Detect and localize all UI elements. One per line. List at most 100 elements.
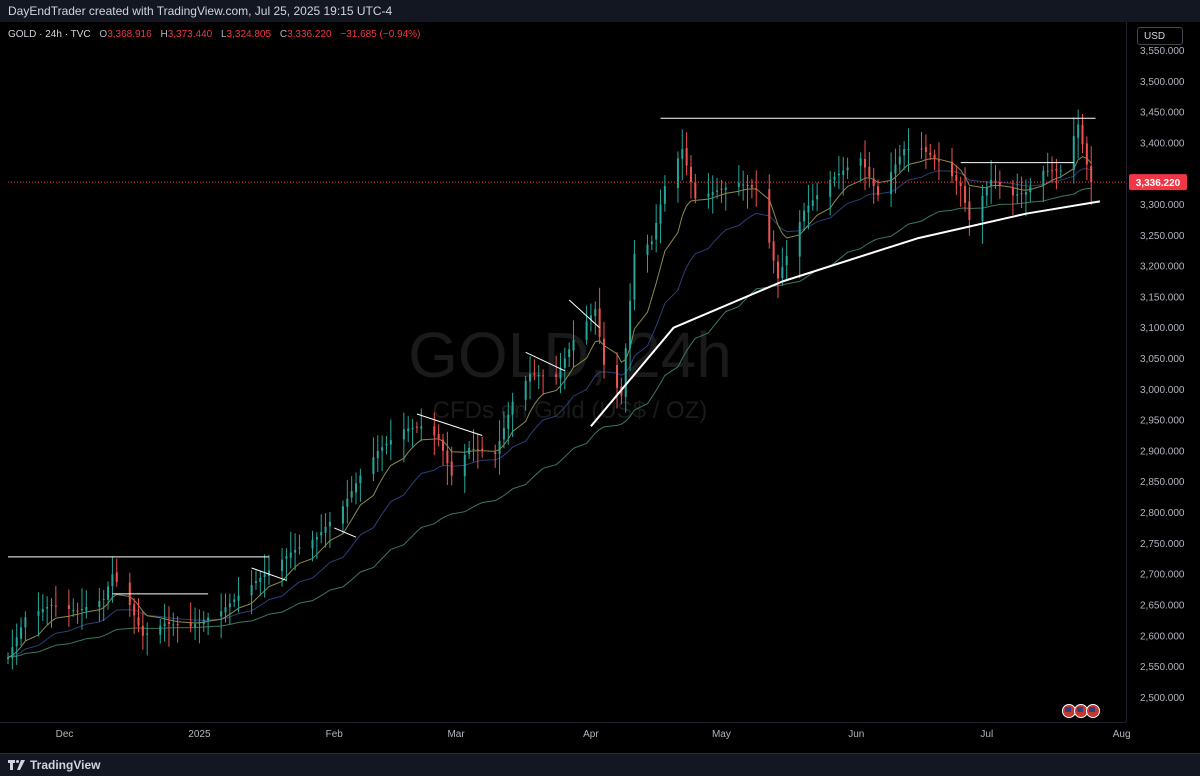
candle-body <box>842 170 845 175</box>
candle-body <box>481 448 484 451</box>
candle-body <box>289 552 292 558</box>
candle-body <box>776 261 779 279</box>
candle-body <box>981 195 984 222</box>
candle-body <box>98 600 101 607</box>
candle-body <box>1055 168 1058 171</box>
candle-body <box>328 521 331 527</box>
candle-body <box>350 490 353 498</box>
candle-body <box>1085 143 1088 165</box>
candle-body <box>341 506 344 524</box>
chart-area[interactable] <box>0 22 1200 753</box>
y-tick-label: 3,550.000 <box>1140 46 1185 57</box>
us-flag-icon[interactable] <box>1086 704 1100 718</box>
candle-body <box>281 559 284 571</box>
candle-body <box>11 647 14 658</box>
y-tick-label: 2,650.000 <box>1140 600 1185 611</box>
candle-body <box>1051 170 1054 172</box>
candle-body <box>646 244 649 255</box>
candle-body <box>228 603 231 608</box>
candle-body <box>524 380 527 400</box>
candle-body <box>1046 170 1049 172</box>
candle-body <box>707 193 710 197</box>
x-tick-label: Jun <box>848 729 864 740</box>
candle-body <box>237 595 240 601</box>
candle-body <box>663 186 666 204</box>
us-flag-icon[interactable] <box>1074 704 1088 718</box>
candle-body <box>137 617 140 626</box>
legend-close: 3,336.220 <box>287 29 332 40</box>
candle-body <box>1077 124 1080 138</box>
candle-body <box>24 617 27 628</box>
last-price-tag <box>1129 174 1187 191</box>
candle-body <box>1011 187 1014 196</box>
y-tick-label: 2,800.000 <box>1140 508 1185 519</box>
legend-c-label: C <box>279 29 288 40</box>
candle-body <box>711 192 714 195</box>
candle-body <box>54 605 57 607</box>
candle-body <box>1029 186 1032 193</box>
x-tick-label: Feb <box>326 729 344 740</box>
y-tick-label: 3,300.000 <box>1140 200 1185 211</box>
ema-slow-line <box>7 187 1092 658</box>
candle-body <box>1016 194 1019 196</box>
candle-body <box>755 189 758 191</box>
candle-body <box>502 427 505 440</box>
candle-body <box>250 584 253 596</box>
candle-body <box>1072 135 1075 170</box>
candle-body <box>724 187 727 190</box>
candle-body <box>742 184 745 186</box>
economic-events[interactable] <box>1062 704 1104 718</box>
legend-high: 3,373.440 <box>167 29 213 40</box>
candle-body <box>811 200 814 206</box>
x-tick-label: Aug <box>1113 729 1131 740</box>
trend-line <box>416 413 483 437</box>
candle-body <box>716 190 719 192</box>
candle-body <box>890 172 893 195</box>
footer-brand: TradingView <box>30 758 101 772</box>
symbol-legend[interactable]: GOLD · 24h · TVC O3,368.916 H3,373.440 L… <box>8 29 420 40</box>
y-tick-label: 2,550.000 <box>1140 662 1185 673</box>
candle-body <box>750 184 753 188</box>
candle-body <box>542 375 545 377</box>
candle-body <box>146 633 149 635</box>
candle-body <box>311 539 314 549</box>
candle-body <box>602 338 605 365</box>
candle-body <box>768 189 771 243</box>
y-tick-label: 2,600.000 <box>1140 631 1185 642</box>
y-tick-label: 2,750.000 <box>1140 539 1185 550</box>
y-tick-label: 2,700.000 <box>1140 570 1185 581</box>
candle-body <box>407 428 410 432</box>
y-tick-label: 2,900.000 <box>1140 446 1185 457</box>
candle-body <box>385 443 388 446</box>
ema-fast-line <box>7 156 1092 658</box>
candle-body <box>107 586 110 600</box>
candle-body <box>689 166 692 182</box>
candle-body <box>167 621 170 624</box>
candle-body <box>894 164 897 174</box>
candle-body <box>998 182 1001 187</box>
candle-body <box>594 309 597 317</box>
candle-body <box>1090 165 1093 183</box>
candle-body <box>685 147 688 166</box>
currency-button[interactable]: USD <box>1137 27 1183 45</box>
legend-low: 3,324.805 <box>226 29 272 40</box>
candle-body <box>446 450 449 464</box>
candle-body <box>176 624 179 626</box>
x-tick-label: 2025 <box>188 729 211 740</box>
candle-body <box>224 607 227 613</box>
candle-body <box>872 178 875 187</box>
candle-body <box>220 611 223 617</box>
candle-body <box>1020 193 1023 195</box>
candle-body <box>233 599 236 602</box>
y-tick-label: 2,500.000 <box>1140 693 1185 704</box>
candle-body <box>115 572 118 582</box>
candle-body <box>41 609 44 613</box>
candle-body <box>589 315 592 320</box>
candle-body <box>898 156 901 165</box>
candle-body <box>568 349 571 358</box>
candle-body <box>572 340 575 351</box>
candle-body <box>868 166 871 177</box>
candle-body <box>968 201 971 220</box>
candle-body <box>798 221 801 257</box>
